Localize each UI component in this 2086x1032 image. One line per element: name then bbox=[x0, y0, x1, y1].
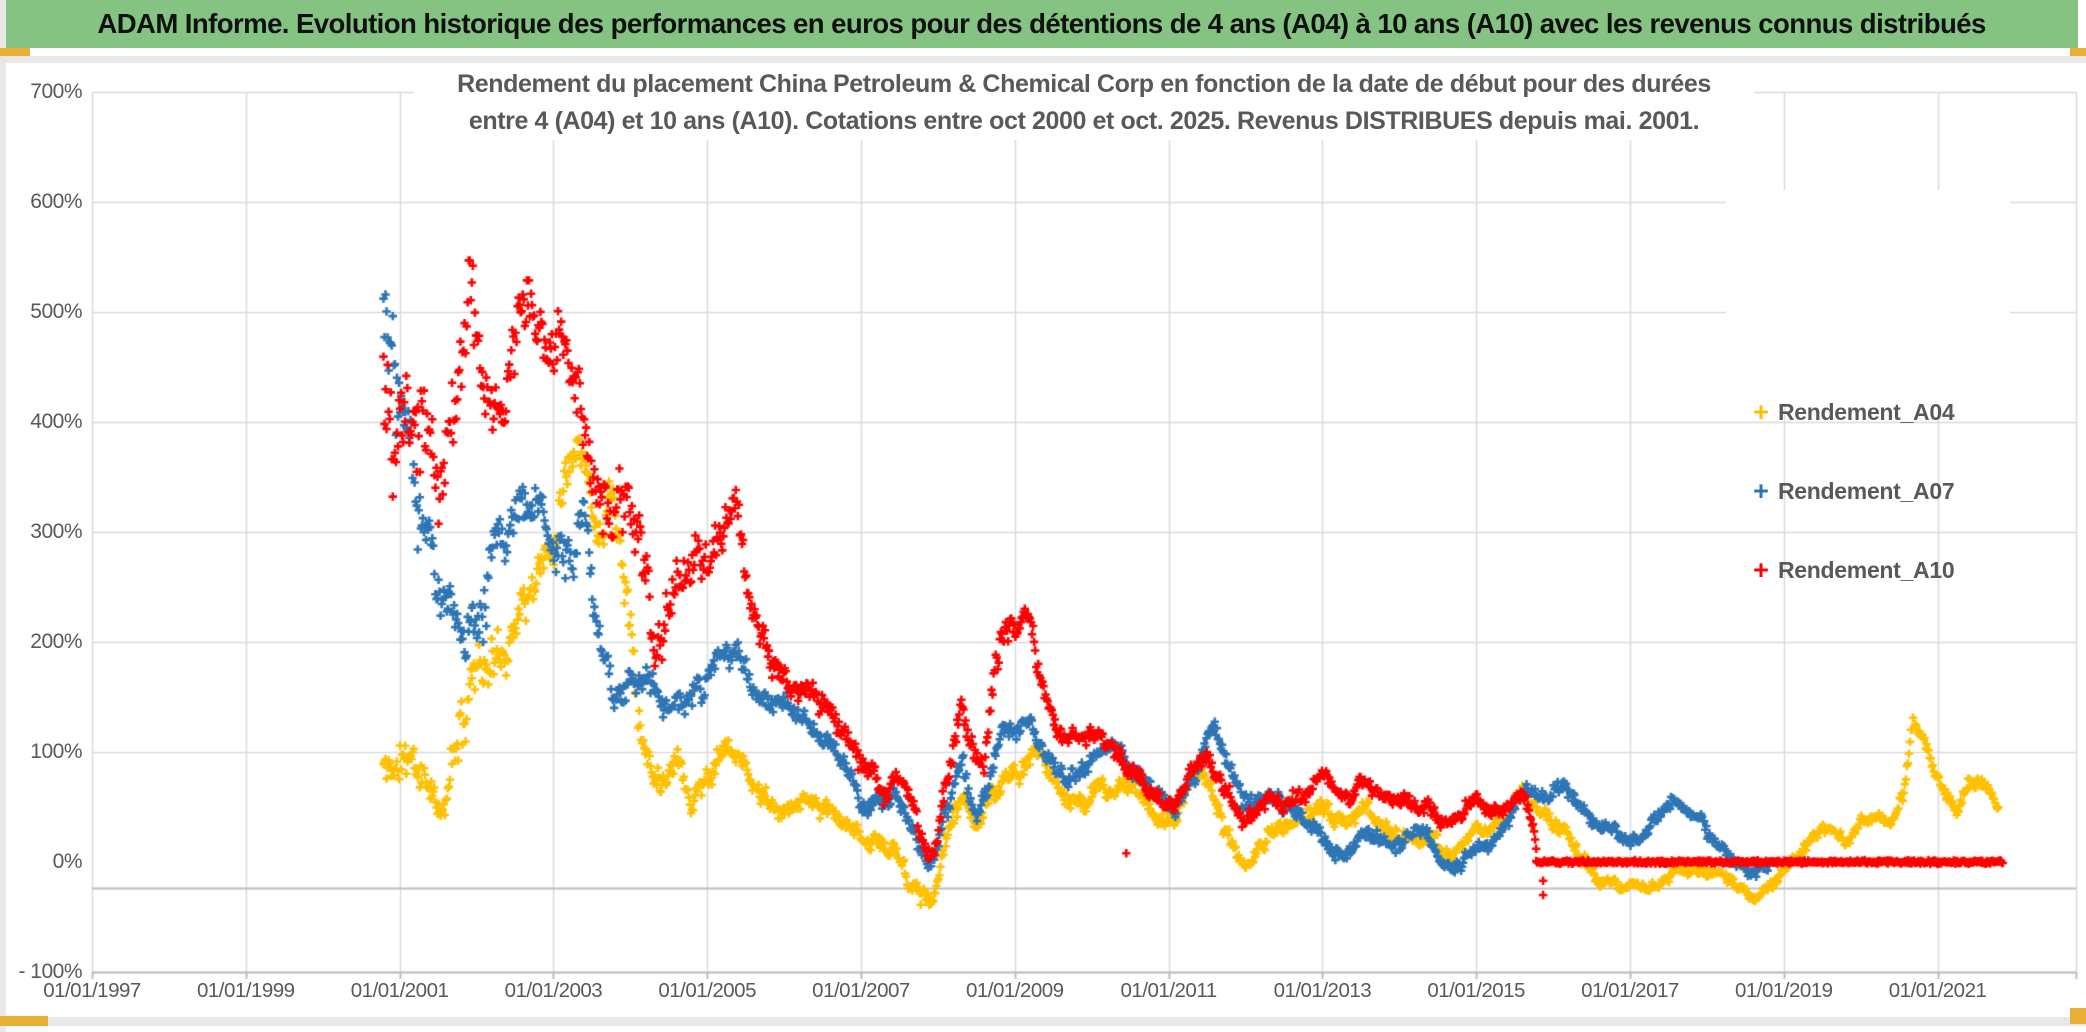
plus-marker-icon: + bbox=[1753, 396, 1769, 427]
y-axis-tick-label: 700% bbox=[30, 80, 82, 103]
y-axis-tick-label: 400% bbox=[30, 410, 82, 433]
plus-marker-icon: + bbox=[1753, 554, 1769, 585]
y-axis-tick-label: 600% bbox=[30, 190, 82, 213]
y-axis-tick-label: 300% bbox=[30, 520, 82, 543]
chart-title: Rendement du placement China Petroleum &… bbox=[414, 66, 1754, 140]
y-axis-tick-label: 100% bbox=[30, 740, 82, 763]
x-axis-tick-label: 01/01/2001 bbox=[350, 979, 449, 1002]
y-axis-tick-label: - 100% bbox=[18, 960, 82, 983]
x-axis-tick-label: 01/01/1997 bbox=[43, 979, 141, 1002]
y-axis-tick-label: 0% bbox=[52, 850, 83, 873]
y-axis-tick-label: 200% bbox=[30, 630, 82, 653]
x-axis-tick-label: 01/01/2017 bbox=[1581, 979, 1679, 1002]
legend-item-rendement-a10[interactable]: + Rendement_A10 bbox=[1744, 546, 2004, 594]
chart-title-line1: Rendement du placement China Petroleum &… bbox=[457, 70, 1711, 98]
x-axis-tick-label: 01/01/2013 bbox=[1273, 979, 1372, 1002]
x-axis-tick-label: 01/01/2005 bbox=[658, 979, 756, 1002]
legend-label: Rendement_A07 bbox=[1778, 477, 1955, 504]
x-axis-tick-label: 01/01/2019 bbox=[1734, 979, 1833, 1002]
x-axis-tick-label: 01/01/2007 bbox=[812, 979, 910, 1002]
x-axis-tick-label: 01/01/2021 bbox=[1888, 979, 1987, 1002]
x-axis-tick-label: 01/01/2009 bbox=[965, 979, 1064, 1002]
legend: + Rendement_A04 + Rendement_A07 + Rendem… bbox=[1726, 190, 2010, 583]
x-axis-tick-label: 01/01/2011 bbox=[1120, 979, 1218, 1002]
legend-item-rendement-a04[interactable]: + Rendement_A04 bbox=[1744, 388, 2004, 436]
legend-label: Rendement_A10 bbox=[1778, 556, 1955, 583]
x-axis-tick-label: 01/01/1999 bbox=[196, 979, 295, 1002]
legend-label: Rendement_A04 bbox=[1778, 398, 1955, 425]
x-axis-tick-label: 01/01/2015 bbox=[1427, 979, 1525, 1002]
chart-title-line2: entre 4 (A04) et 10 ans (A10). Cotations… bbox=[468, 107, 1700, 135]
legend-item-rendement-a07[interactable]: + Rendement_A07 bbox=[1744, 467, 2004, 515]
plus-marker-icon: + bbox=[1753, 475, 1769, 506]
x-axis-tick-label: 01/01/2003 bbox=[504, 979, 603, 1002]
y-axis-tick-label: 500% bbox=[30, 300, 82, 323]
